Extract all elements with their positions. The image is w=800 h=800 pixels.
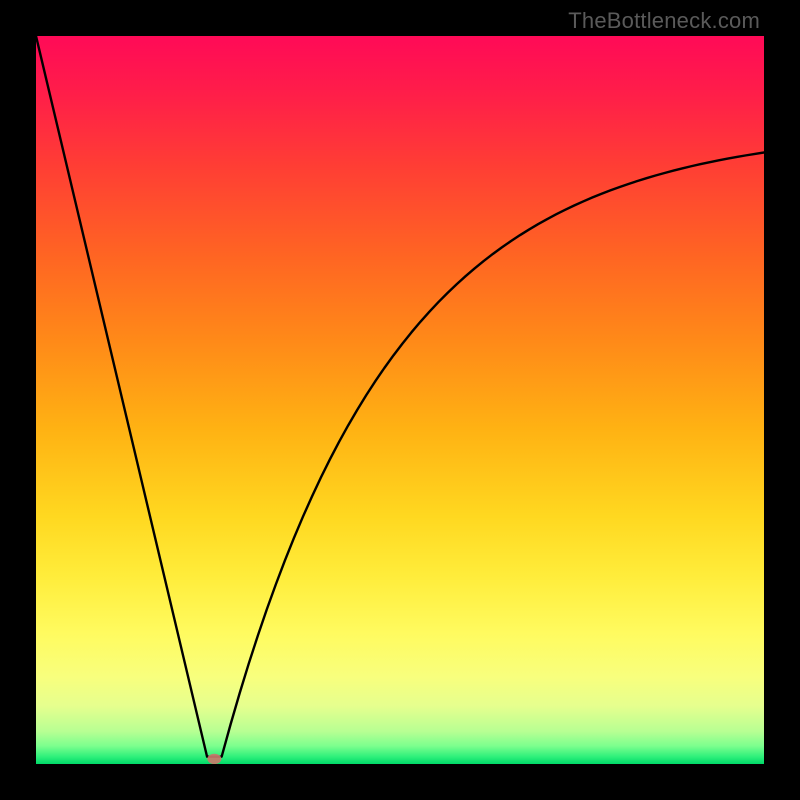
minimum-marker bbox=[207, 754, 221, 764]
plot-area bbox=[36, 36, 764, 764]
chart-canvas: TheBottleneck.com bbox=[0, 0, 800, 800]
plot-svg bbox=[36, 36, 764, 764]
watermark-text: TheBottleneck.com bbox=[568, 8, 760, 34]
gradient-background bbox=[36, 36, 764, 764]
